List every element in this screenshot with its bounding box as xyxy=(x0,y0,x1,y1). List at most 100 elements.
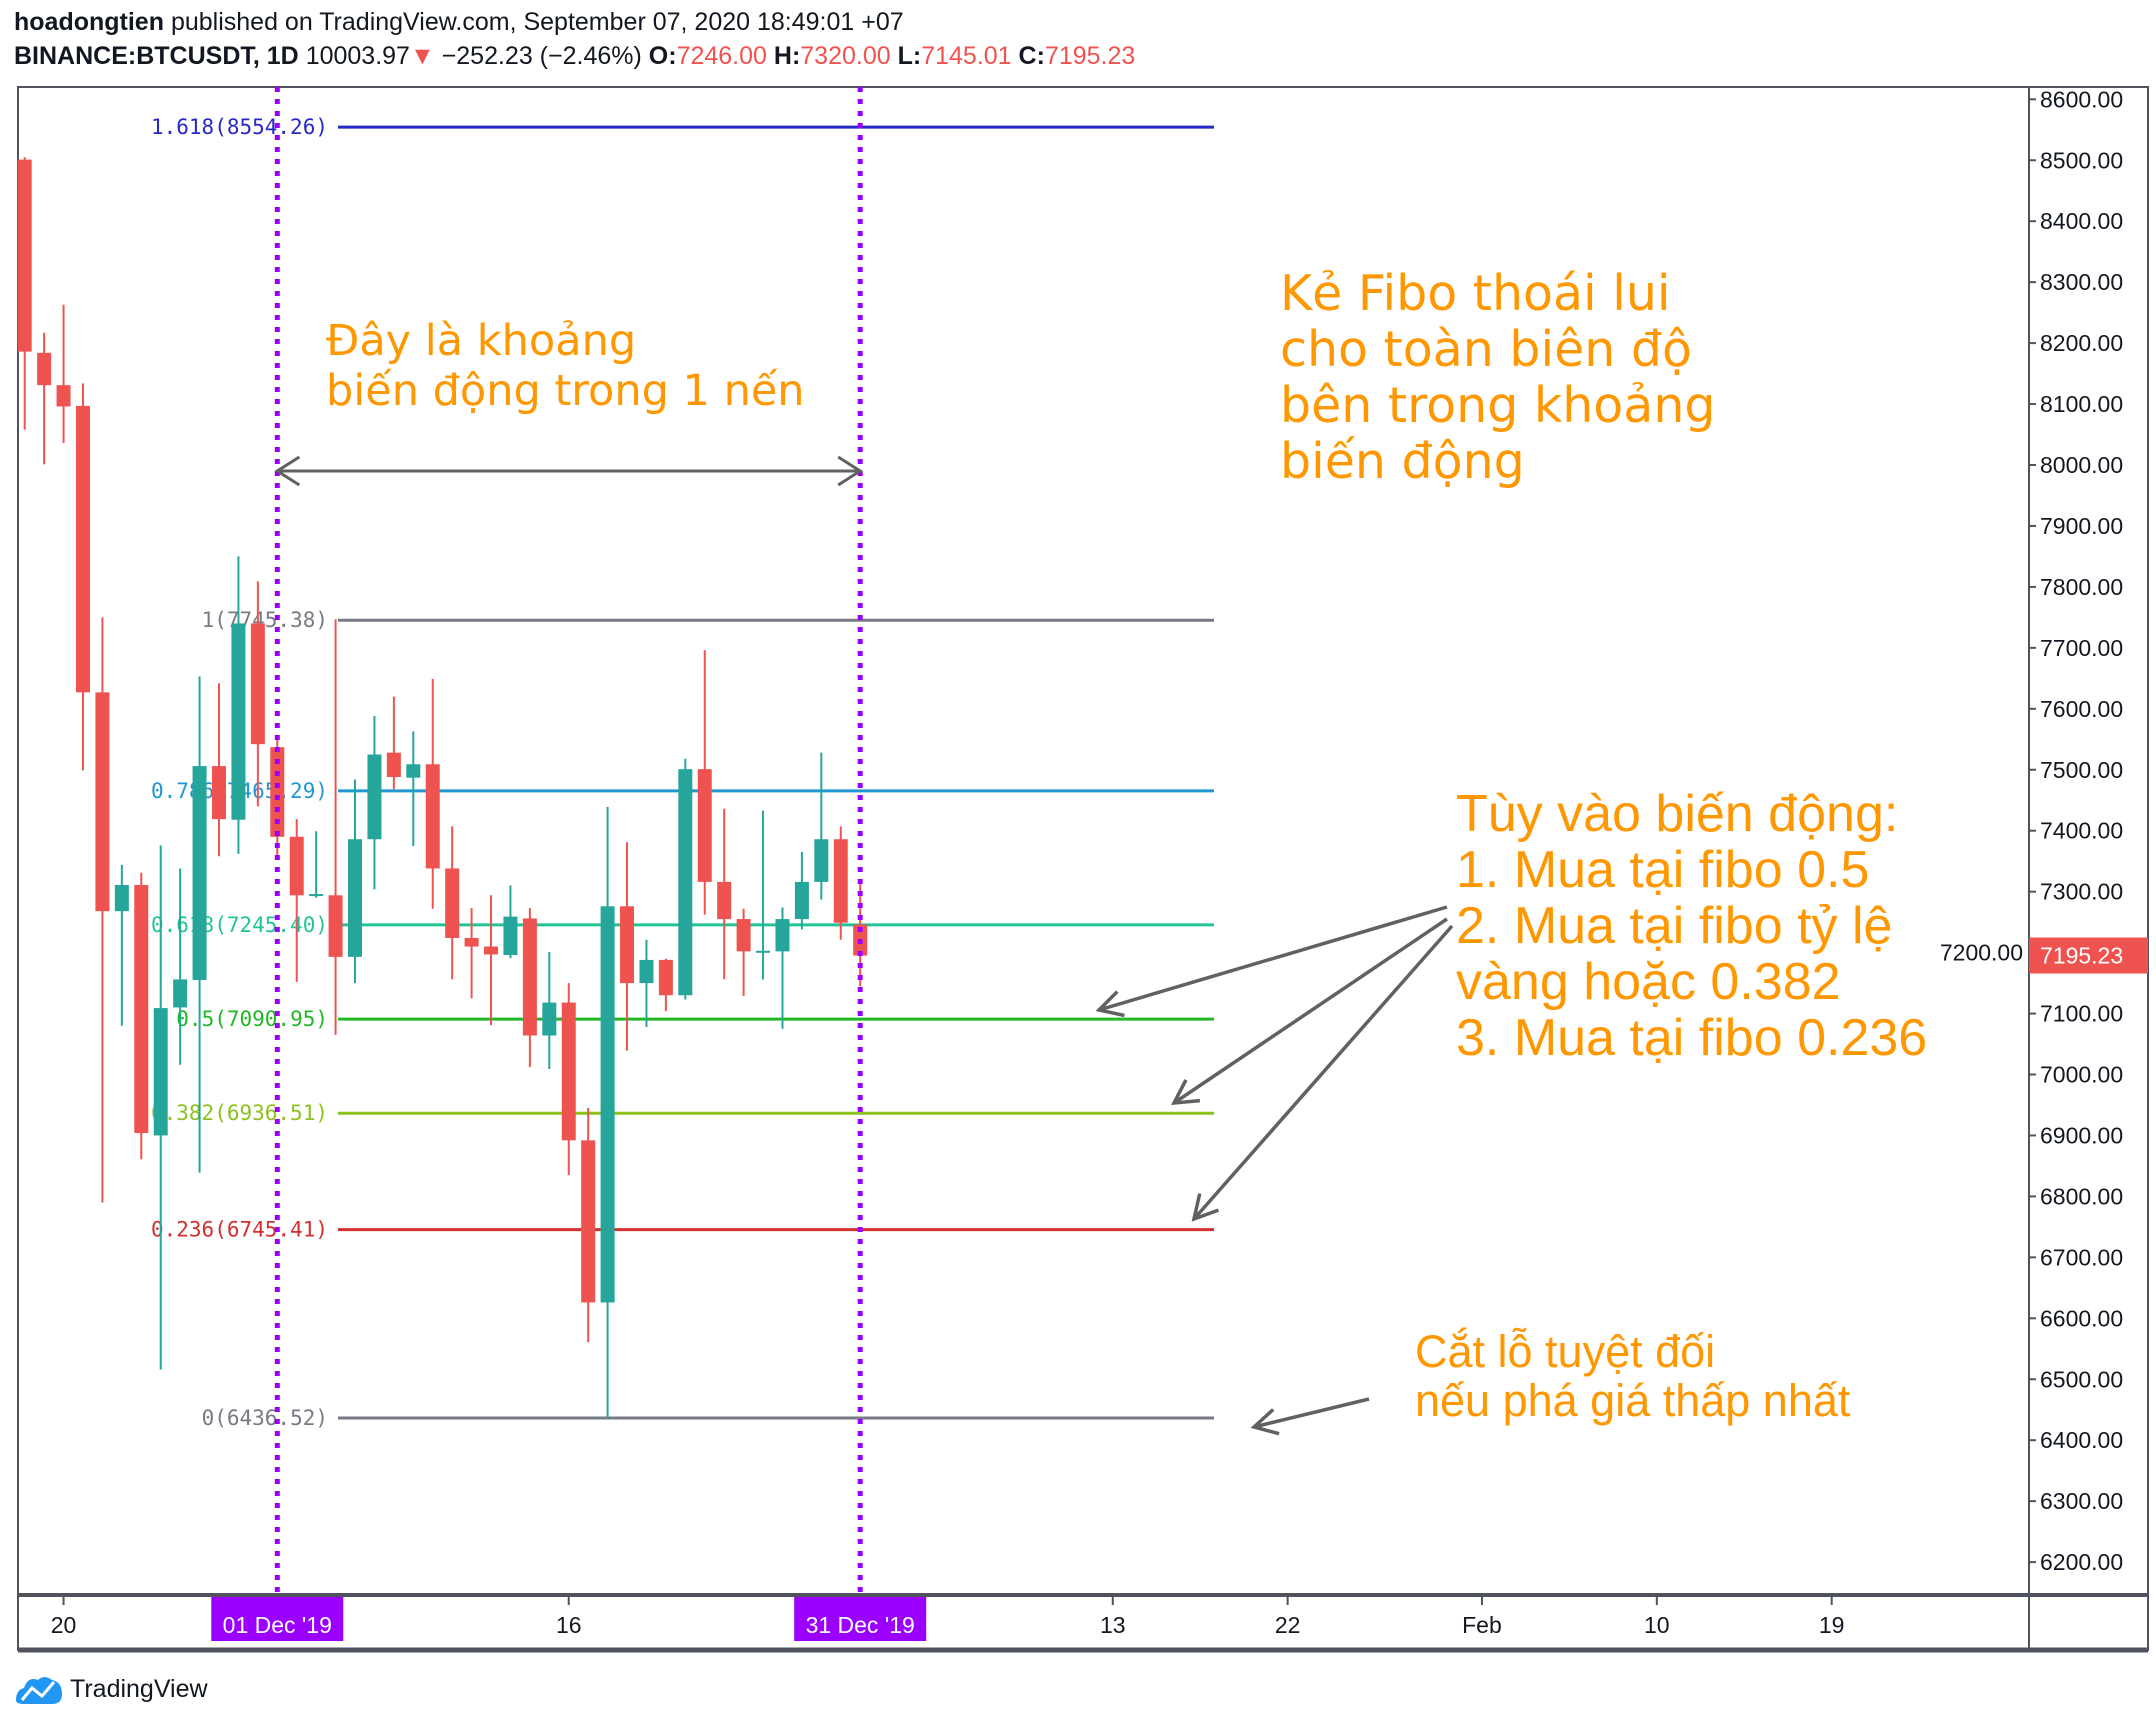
time-tick-label: 20 xyxy=(51,1612,77,1638)
change-value: −252.23 (−2.46%) xyxy=(441,42,642,70)
candle xyxy=(678,758,693,1000)
candle-body xyxy=(425,764,440,869)
candle-body xyxy=(406,764,421,778)
candle-body xyxy=(503,916,518,956)
candle-body xyxy=(581,1140,596,1303)
fibo-note: Kẻ Fibo thoái lui cho toàn biên độ bên t… xyxy=(1280,266,1715,490)
candle-body xyxy=(153,1008,168,1136)
pointer-arrow xyxy=(1170,917,1448,1106)
candle-body xyxy=(289,836,304,896)
candle-body xyxy=(192,766,207,981)
candle-body xyxy=(17,159,32,352)
arrow-shaft xyxy=(1173,917,1448,1105)
price-tick-label: 7300.00 xyxy=(2040,879,2123,905)
time-highlight-badge xyxy=(211,1597,344,1641)
candle-body xyxy=(639,959,654,984)
price-tick-label: 6800.00 xyxy=(2040,1183,2123,1209)
candle-body xyxy=(309,894,324,897)
pointer-arrow xyxy=(1250,1397,1370,1436)
open-label: O: xyxy=(648,42,677,70)
fibo-note-line: biến động xyxy=(1280,433,1525,490)
logo-text: TradingView xyxy=(70,1674,208,1703)
last-price-label: 7195.23 xyxy=(2040,943,2123,969)
candle-body xyxy=(37,352,52,386)
time-tick-label: 22 xyxy=(1275,1612,1301,1638)
price-tick-label: 8500.00 xyxy=(2040,147,2123,173)
candle-body xyxy=(522,918,537,1036)
candle xyxy=(367,716,382,890)
fibo-note-line: cho toàn biên độ xyxy=(1280,321,1692,378)
tradingview-logo-icon xyxy=(16,1677,62,1704)
author-name[interactable]: hoadongtien xyxy=(14,8,164,36)
publish-info: hoadongtien published on TradingView.com… xyxy=(14,8,904,37)
fib-level-label: 1.618(8554.26) xyxy=(151,115,328,139)
candle xyxy=(406,731,421,846)
stop-note-line: nếu phá giá thấp nhất xyxy=(1415,1375,1851,1426)
candle-body xyxy=(386,752,401,778)
price-tick-label: 7500.00 xyxy=(2040,757,2123,783)
price-tick-label: 6400.00 xyxy=(2040,1427,2123,1453)
candle-body xyxy=(658,959,673,996)
pointer-arrow xyxy=(1191,924,1454,1222)
fib-level-label: 0(6436.52) xyxy=(202,1406,328,1430)
candle-body xyxy=(328,895,343,957)
candle-body xyxy=(620,906,635,984)
arrow-head-icon xyxy=(1095,990,1125,1018)
buy-note: Tùy vào biến động: 1. Mua tại fibo 0.5 2… xyxy=(1456,786,1927,1066)
price-tick-label: 7600.00 xyxy=(2040,696,2123,722)
range-note: Đây là khoảng biến động trong 1 nến xyxy=(326,316,805,416)
time-tick-label: 31 Dec '19 xyxy=(806,1612,915,1638)
candle xyxy=(114,864,129,1026)
stop-loss-note: Cắt lỗ tuyệt đối nếu phá giá thấp nhất xyxy=(1415,1327,1850,1425)
candle xyxy=(717,808,732,980)
candle xyxy=(212,683,226,857)
last-price-badge xyxy=(2029,937,2148,974)
price-tick-label: 8400.00 xyxy=(2040,208,2123,234)
price-tick-label: 8100.00 xyxy=(2040,391,2123,417)
price-tick-label: 6900.00 xyxy=(2040,1122,2123,1148)
candle xyxy=(56,304,71,444)
close-value: 7195.23 xyxy=(1044,42,1136,70)
candle xyxy=(503,885,518,959)
fib-level-label: 0.382(6936.51) xyxy=(151,1101,328,1125)
candle xyxy=(522,908,537,1068)
candle-body xyxy=(775,919,790,952)
tradingview-logo[interactable]: TradingView xyxy=(14,1672,208,1706)
candle xyxy=(561,983,576,1176)
price-tick-label: 7100.00 xyxy=(2040,1001,2123,1027)
candle-body xyxy=(75,405,90,693)
buy-note-line: Tùy vào biến động: xyxy=(1456,785,1899,843)
candle xyxy=(231,556,246,854)
candle xyxy=(425,678,440,909)
buy-note-line: vàng hoặc 0.382 xyxy=(1456,953,1841,1011)
price-tick-label: 7400.00 xyxy=(2040,818,2123,844)
buy-note-line: 1. Mua tại fibo 0.5 xyxy=(1456,841,1870,899)
candle xyxy=(756,810,771,980)
low-label: L: xyxy=(897,42,922,70)
candle-body xyxy=(250,623,265,745)
candle xyxy=(309,831,324,898)
arrow-left-icon xyxy=(274,455,301,487)
candle xyxy=(484,895,499,1026)
candle-body xyxy=(600,906,615,1303)
price-tick-label: 8200.00 xyxy=(2040,330,2123,356)
candle-body xyxy=(445,868,460,938)
fib-level-label: 0.618(7245.40) xyxy=(151,913,328,937)
candle xyxy=(192,676,207,1173)
range-note-line: biến động trong 1 nến xyxy=(326,366,805,416)
buy-note-line: 2. Mua tại fibo tỷ lệ xyxy=(1456,897,1893,955)
buy-note-line: 3. Mua tại fibo 0.236 xyxy=(1456,1009,1928,1067)
time-tick-label: 16 xyxy=(556,1612,582,1638)
time-tick-label: 01 Dec '19 xyxy=(223,1612,332,1638)
pointer-arrow xyxy=(1095,905,1448,1018)
candle-body xyxy=(56,385,71,407)
triangle-down-icon: ▼ xyxy=(409,42,435,70)
candle xyxy=(445,826,460,980)
price-tick-label: 6500.00 xyxy=(2040,1366,2123,1392)
candle xyxy=(542,951,557,1070)
arrow-head-icon xyxy=(1250,1408,1280,1436)
candle-body xyxy=(736,919,751,952)
candle-body xyxy=(697,769,712,882)
time-highlight-badge xyxy=(794,1597,927,1641)
